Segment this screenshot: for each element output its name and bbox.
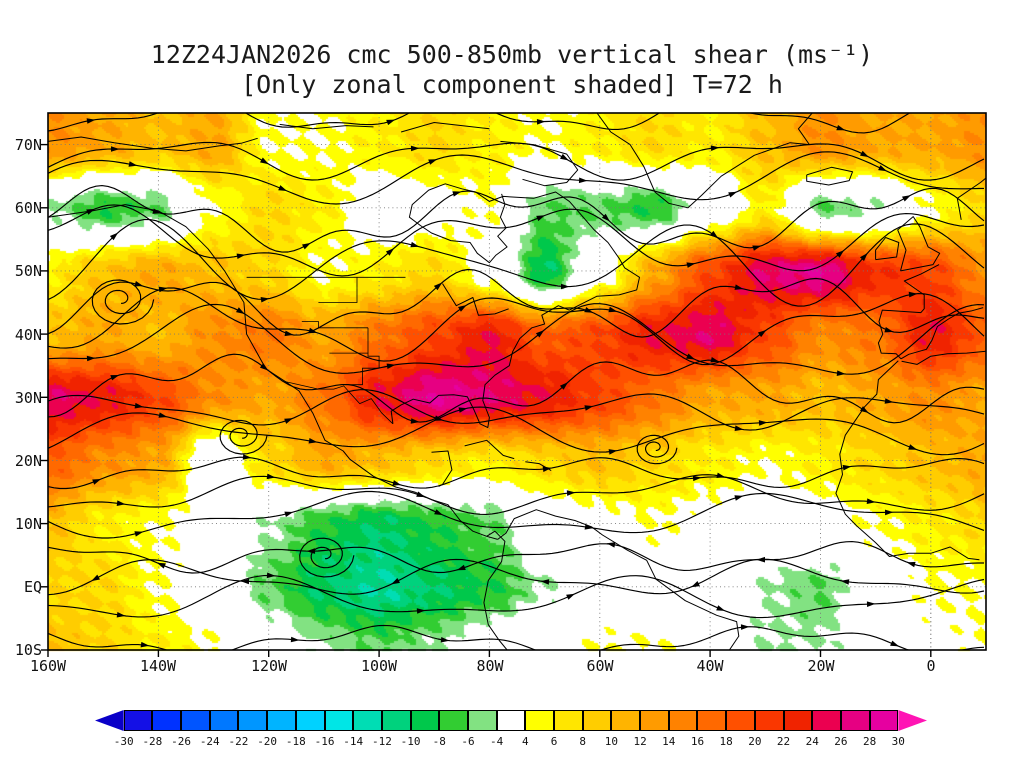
lon-label-80w: 80W [476, 657, 504, 675]
lon-label-20w: 20W [807, 657, 835, 675]
colorbar-segment [181, 710, 210, 731]
colorbar-tick-label: -12 [371, 735, 392, 748]
colorbar-tick-label: -16 [314, 735, 335, 748]
colorbar-segment [525, 710, 555, 731]
colorbar-tick-label: -18 [285, 735, 306, 748]
lon-label-100w: 100W [360, 657, 398, 675]
lon-label-160w: 160W [29, 657, 67, 675]
lon-label-120w: 120W [250, 657, 288, 675]
colorbar-tick-label: -24 [199, 735, 220, 748]
colorbar-tick-label: 22 [776, 735, 791, 748]
colorbar-segment [353, 710, 382, 731]
colorbar-segment [209, 710, 239, 731]
lon-label-0: 0 [926, 657, 936, 675]
colorbar-segment [640, 710, 669, 731]
colorbar-tick-label: 28 [862, 735, 877, 748]
colorbar-tick-label: 26 [834, 735, 848, 748]
colorbar-segment [668, 710, 698, 731]
colorbar-tick-label: 8 [579, 735, 587, 748]
colorbar-segment [295, 710, 325, 731]
colorbar-segment [611, 710, 641, 731]
colorbar-tick-label: -20 [257, 735, 278, 748]
colorbar-tick-label: -26 [171, 735, 191, 748]
lon-label-60w: 60W [586, 657, 614, 675]
colorbar-segment [496, 710, 526, 731]
colorbar-segment [754, 710, 784, 731]
colorbar-tick-label: -10 [400, 735, 421, 748]
colorbar-tick-label: 14 [662, 735, 676, 748]
colorbar: -30 -28 -26 -24 -22 -20 -18 -16 -14 -12 -10 -8 -6 -4 4… [95, 710, 927, 758]
colorbar-tick-label: -4 [490, 735, 504, 748]
lat-label-10n: 10N [14, 515, 42, 533]
colorbar-segment [238, 710, 268, 731]
colorbar-segment [439, 710, 468, 731]
colorbar-tick-label: 4 [522, 735, 529, 748]
colorbar-tick-label: 24 [805, 735, 819, 748]
colorbar-segment [410, 710, 440, 731]
colorbar-tick-label: 6 [550, 735, 558, 748]
lat-label-40n: 40N [14, 326, 42, 344]
colorbar-segment [554, 710, 583, 731]
colorbar-tick-label: 30 [891, 735, 905, 748]
lat-label-eq: EQ [23, 578, 42, 596]
lat-label-70n: 70N [14, 136, 42, 154]
colorbar-segment [95, 710, 124, 731]
colorbar-tick-label: -6 [461, 735, 475, 748]
colorbar-segment [697, 710, 727, 731]
colorbar-tick-label: 12 [633, 735, 647, 748]
colorbar-tick-label: -28 [142, 735, 163, 748]
colorbar-tick-label: 16 [690, 735, 705, 748]
lon-label-140w: 140W [139, 657, 177, 675]
lat-label-20n: 20N [14, 452, 42, 470]
streamline-arrows-layer [86, 118, 918, 648]
colorbar-tick-label: 10 [604, 735, 619, 748]
colorbar-segment [812, 710, 841, 731]
colorbar-segment [267, 710, 296, 731]
lon-label-40w: 40W [696, 657, 724, 675]
colorbar-tick-label: -30 [113, 735, 134, 748]
map-frame [47, 112, 987, 651]
colorbar-segment [467, 710, 497, 731]
colorbar-tick-label: -14 [343, 735, 364, 748]
colorbar-segment [582, 710, 612, 731]
axis-ticks [41, 143, 932, 657]
colorbar-segment [898, 710, 927, 731]
colorbar-tick-label: 20 [748, 735, 762, 748]
political-borders-layer [246, 276, 406, 425]
colorbar-segment [324, 710, 354, 731]
coastlines-layer [48, 113, 986, 650]
colorbar-tick-label: -22 [228, 735, 249, 748]
colorbar-segment [840, 710, 870, 731]
graticule-layer [48, 113, 986, 650]
lat-label-60n: 60N [14, 199, 42, 217]
colorbar-tick-label: 18 [719, 735, 733, 748]
colorbar-segment [381, 710, 411, 731]
colorbar-tick-label: -8 [432, 735, 446, 748]
lat-label-10s: 10S [14, 641, 42, 659]
lat-label-30n: 30N [14, 389, 42, 407]
colorbar-segment [726, 710, 755, 731]
colorbar-segment [783, 710, 813, 731]
colorbar-segment [152, 710, 182, 731]
colorbar-segment [123, 710, 153, 731]
streamlines-layer [48, 113, 985, 650]
colorbar-segment [869, 710, 899, 731]
lat-label-50n: 50N [14, 262, 42, 280]
